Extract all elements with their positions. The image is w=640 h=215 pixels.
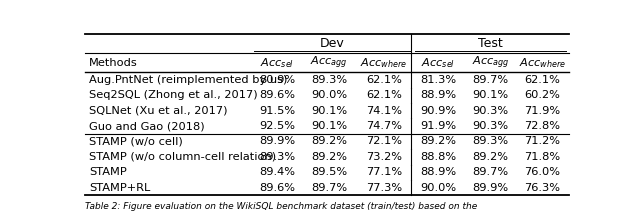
Text: 77.3%: 77.3% bbox=[365, 183, 402, 193]
Text: 62.1%: 62.1% bbox=[366, 75, 402, 85]
Text: 81.3%: 81.3% bbox=[420, 75, 456, 85]
Text: $\mathit{Acc}_{\mathit{sel}}$: $\mathit{Acc}_{\mathit{sel}}$ bbox=[421, 56, 456, 69]
Text: 89.4%: 89.4% bbox=[259, 167, 295, 177]
Text: $\mathit{Acc}_{\mathit{agg}}$: $\mathit{Acc}_{\mathit{agg}}$ bbox=[310, 54, 348, 71]
Text: 90.9%: 90.9% bbox=[420, 106, 456, 116]
Text: 73.2%: 73.2% bbox=[366, 152, 402, 162]
Text: STAMP (w/o cell): STAMP (w/o cell) bbox=[89, 137, 182, 146]
Text: 80.9%: 80.9% bbox=[259, 75, 295, 85]
Text: 89.3%: 89.3% bbox=[259, 152, 295, 162]
Text: 90.0%: 90.0% bbox=[311, 90, 348, 100]
Text: 74.7%: 74.7% bbox=[366, 121, 402, 131]
Text: STAMP+RL: STAMP+RL bbox=[89, 183, 150, 193]
Text: 89.7%: 89.7% bbox=[472, 75, 509, 85]
Text: $\mathit{Acc}_{\mathit{agg}}$: $\mathit{Acc}_{\mathit{agg}}$ bbox=[472, 54, 509, 71]
Text: 89.3%: 89.3% bbox=[472, 137, 509, 146]
Text: Guo and Gao (2018): Guo and Gao (2018) bbox=[89, 121, 205, 131]
Text: STAMP (w/o column-cell relation): STAMP (w/o column-cell relation) bbox=[89, 152, 276, 162]
Text: 89.7%: 89.7% bbox=[311, 183, 348, 193]
Text: 92.5%: 92.5% bbox=[259, 121, 295, 131]
Text: STAMP: STAMP bbox=[89, 167, 127, 177]
Text: Aug.PntNet (reimplemented by us): Aug.PntNet (reimplemented by us) bbox=[89, 75, 287, 85]
Text: 89.9%: 89.9% bbox=[259, 137, 295, 146]
Text: 76.0%: 76.0% bbox=[525, 167, 561, 177]
Text: 72.8%: 72.8% bbox=[525, 121, 561, 131]
Text: 77.1%: 77.1% bbox=[365, 167, 402, 177]
Text: 71.9%: 71.9% bbox=[524, 106, 561, 116]
Text: 89.2%: 89.2% bbox=[472, 152, 508, 162]
Text: SQLNet (Xu et al., 2017): SQLNet (Xu et al., 2017) bbox=[89, 106, 227, 116]
Text: 62.1%: 62.1% bbox=[525, 75, 561, 85]
Text: 90.1%: 90.1% bbox=[472, 90, 509, 100]
Text: 88.8%: 88.8% bbox=[420, 152, 456, 162]
Text: 71.8%: 71.8% bbox=[524, 152, 561, 162]
Text: 89.2%: 89.2% bbox=[420, 137, 456, 146]
Text: 89.2%: 89.2% bbox=[311, 137, 348, 146]
Text: 60.2%: 60.2% bbox=[525, 90, 561, 100]
Text: $\mathit{Acc}_{\mathit{where}}$: $\mathit{Acc}_{\mathit{where}}$ bbox=[360, 56, 408, 69]
Text: 62.1%: 62.1% bbox=[366, 90, 402, 100]
Text: 88.9%: 88.9% bbox=[420, 90, 456, 100]
Text: 89.6%: 89.6% bbox=[259, 90, 295, 100]
Text: 88.9%: 88.9% bbox=[420, 167, 456, 177]
Text: 90.3%: 90.3% bbox=[472, 121, 509, 131]
Text: 72.1%: 72.1% bbox=[366, 137, 402, 146]
Text: 91.9%: 91.9% bbox=[420, 121, 456, 131]
Text: 89.9%: 89.9% bbox=[472, 183, 509, 193]
Text: 89.5%: 89.5% bbox=[311, 167, 348, 177]
Text: Methods: Methods bbox=[89, 58, 138, 68]
Text: 71.2%: 71.2% bbox=[525, 137, 561, 146]
Text: 89.7%: 89.7% bbox=[472, 167, 509, 177]
Text: Table 2: Figure evaluation on the WikiSQL benchmark dataset (train/test) based o: Table 2: Figure evaluation on the WikiSQ… bbox=[85, 202, 477, 211]
Text: 89.3%: 89.3% bbox=[311, 75, 348, 85]
Text: 74.1%: 74.1% bbox=[366, 106, 402, 116]
Text: $\mathit{Acc}_{\mathit{sel}}$: $\mathit{Acc}_{\mathit{sel}}$ bbox=[260, 56, 294, 69]
Text: Dev: Dev bbox=[319, 37, 344, 50]
Text: Seq2SQL (Zhong et al., 2017): Seq2SQL (Zhong et al., 2017) bbox=[89, 90, 257, 100]
Text: 90.1%: 90.1% bbox=[311, 121, 348, 131]
Text: Test: Test bbox=[478, 37, 503, 50]
Text: 90.0%: 90.0% bbox=[420, 183, 456, 193]
Text: 91.5%: 91.5% bbox=[259, 106, 295, 116]
Text: 90.3%: 90.3% bbox=[472, 106, 509, 116]
Text: 76.3%: 76.3% bbox=[525, 183, 561, 193]
Text: 90.1%: 90.1% bbox=[311, 106, 348, 116]
Text: 89.2%: 89.2% bbox=[311, 152, 348, 162]
Text: 89.6%: 89.6% bbox=[259, 183, 295, 193]
Text: $\mathit{Acc}_{\mathit{where}}$: $\mathit{Acc}_{\mathit{where}}$ bbox=[519, 56, 566, 69]
